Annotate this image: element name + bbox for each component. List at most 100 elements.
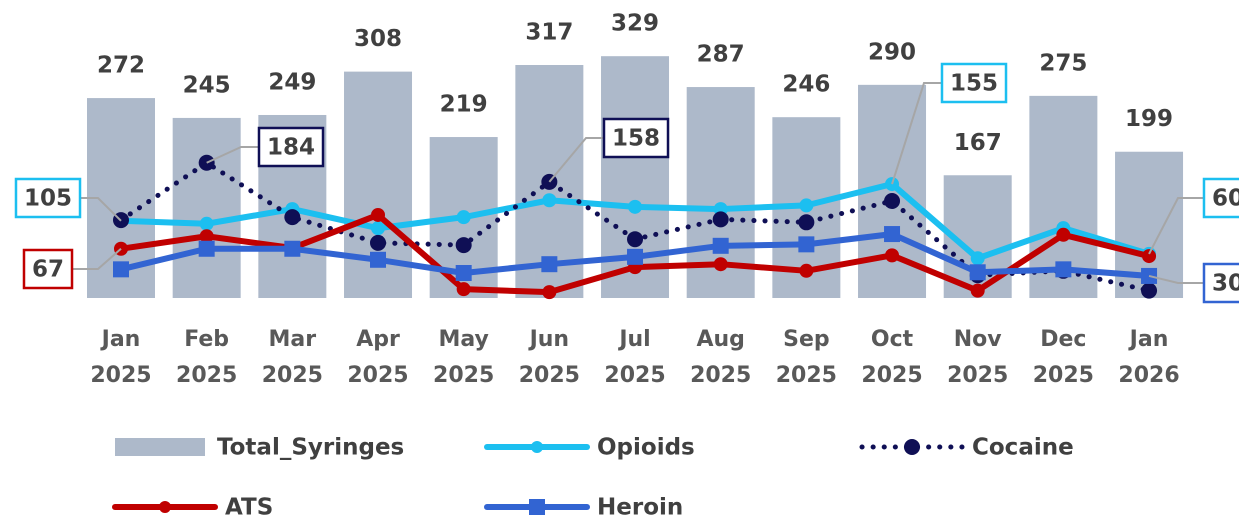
point: [113, 261, 129, 278]
data-label: 219: [440, 92, 488, 118]
data-label: 317: [525, 20, 573, 46]
point: [370, 251, 387, 268]
point: [1141, 282, 1158, 299]
point: [371, 207, 386, 222]
legend-marker: [904, 439, 920, 455]
point: [628, 199, 643, 214]
point: [627, 231, 644, 248]
x-tick-label: Nov 2025: [947, 327, 1009, 388]
x-tick-label: May 2025: [433, 327, 495, 388]
point: [199, 216, 214, 231]
data-label: 290: [868, 39, 916, 65]
legend-label: Opioids: [597, 435, 695, 461]
point: [542, 285, 557, 300]
callout-box: [22, 248, 74, 290]
legend-label: Heroin: [597, 495, 683, 520]
point: [1056, 227, 1071, 242]
data-label: 272: [97, 53, 145, 79]
bar: [172, 117, 241, 298]
point: [713, 257, 728, 272]
point: [969, 264, 986, 281]
point: [284, 209, 301, 226]
point: [1055, 261, 1072, 278]
point: [627, 248, 644, 265]
data-label: 287: [697, 42, 745, 68]
point: [542, 193, 557, 208]
legend-label: Cocaine: [972, 435, 1074, 461]
point: [456, 210, 471, 225]
callout: 155: [891, 62, 1008, 185]
point: [198, 240, 215, 257]
callout-box: [257, 126, 325, 168]
point: [798, 214, 815, 231]
legend-marker: [529, 499, 545, 515]
data-label: 60: [1212, 186, 1239, 212]
legend-item: Cocaine: [859, 435, 1074, 461]
point: [284, 240, 301, 257]
x-tick-label: Jun 2025: [518, 327, 580, 388]
legend-item: ATS: [112, 495, 273, 520]
data-label: 275: [1039, 50, 1087, 76]
data-label: 246: [782, 72, 830, 98]
data-label: 158: [612, 126, 660, 152]
legend-label: Total_Syringes: [217, 435, 404, 461]
legend: Total_Syringes Opioids Cocaine ATS Heroin: [112, 435, 1074, 520]
data-label: 199: [1125, 106, 1173, 132]
point: [455, 237, 472, 254]
data-label: 249: [268, 69, 316, 95]
point: [712, 211, 729, 228]
point: [799, 198, 814, 213]
legend-item: Total_Syringes: [115, 435, 404, 461]
data-label: 167: [954, 130, 1002, 156]
legend-item: Heroin: [484, 495, 683, 520]
legend-item: Opioids: [484, 435, 695, 461]
x-tick-label: Feb 2025: [176, 327, 238, 388]
point: [970, 251, 985, 266]
series-heroin: [113, 226, 1158, 284]
data-label: 245: [183, 72, 231, 98]
callout: 105: [14, 177, 122, 222]
callout: 158: [548, 117, 670, 183]
data-label: 329: [611, 11, 659, 37]
callout: 60: [1148, 177, 1239, 255]
legend-marker: [159, 501, 171, 513]
point: [970, 283, 985, 298]
point: [199, 229, 214, 244]
callout: 67: [22, 248, 122, 290]
x-tick-label: Aug 2025: [690, 327, 752, 388]
callout-box: [602, 117, 670, 159]
point: [541, 256, 558, 273]
callout: 30: [1148, 262, 1239, 304]
callout-box: [940, 62, 1008, 104]
x-tick-label: Jul 2025: [604, 327, 666, 388]
data-label: 67: [32, 257, 64, 283]
point: [798, 236, 815, 253]
x-tick-label: Apr 2025: [347, 327, 409, 388]
point: [456, 282, 471, 297]
legend-label: ATS: [225, 495, 273, 520]
point: [799, 263, 814, 278]
x-tick-label: Oct 2025: [861, 327, 923, 388]
x-tick-label: Jan 2025: [90, 327, 152, 388]
callout-box: [1202, 262, 1239, 304]
data-label: 30: [1212, 271, 1239, 297]
callout-box: [1202, 177, 1239, 219]
x-tick-label: Dec 2025: [1032, 327, 1094, 388]
point: [884, 226, 901, 243]
legend-swatch: [115, 438, 205, 456]
point: [885, 248, 900, 263]
point: [712, 237, 729, 254]
point: [371, 221, 386, 236]
x-tick-label: Jan 2026: [1118, 327, 1180, 388]
callout-box: [14, 177, 82, 219]
point: [370, 234, 387, 251]
callout: 184: [206, 126, 325, 168]
data-label: 308: [354, 26, 402, 52]
legend-marker: [531, 441, 543, 453]
data-label: 155: [950, 71, 998, 97]
data-label: 105: [24, 186, 72, 212]
x-tick-label: Sep 2025: [775, 327, 837, 388]
point: [884, 192, 901, 209]
data-label: 184: [267, 135, 315, 161]
